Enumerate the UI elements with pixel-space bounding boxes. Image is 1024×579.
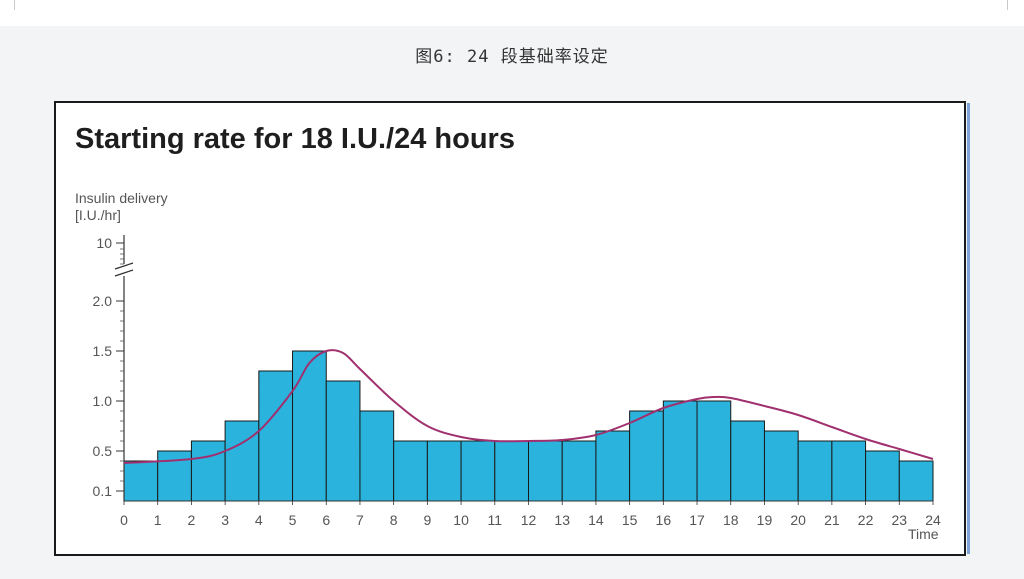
- x-tick-label-2: 2: [188, 512, 196, 528]
- x-tick-label-8: 8: [390, 512, 398, 528]
- bar-hour-0: [123, 460, 159, 502]
- x-tick-label-3: 3: [221, 512, 229, 528]
- x-tick-label-7: 7: [356, 512, 364, 528]
- bar-hour-16: [662, 400, 698, 502]
- bar-hour-3: [224, 420, 260, 502]
- x-tick-label-4: 4: [255, 512, 263, 528]
- basal-curve-line: [123, 349, 934, 464]
- chart-frame: Starting rate for 18 I.U./24 hours Insul…: [54, 101, 970, 556]
- bar-hour-10: [460, 440, 496, 502]
- bar-hour-14: [595, 430, 631, 502]
- bar-hour-18: [730, 420, 765, 502]
- bar-hour-21: [831, 440, 867, 502]
- y-tick-label-2.0: 2.0: [93, 293, 113, 309]
- x-tick-label-24: 24: [925, 512, 941, 528]
- x-tick-label-9: 9: [423, 512, 431, 528]
- x-tick-label-12: 12: [521, 512, 537, 528]
- bar-hour-4: [258, 370, 294, 502]
- bar-hour-5: [292, 350, 327, 502]
- x-tick-label-19: 19: [757, 512, 773, 528]
- y-axis-break-mark-2: [114, 269, 134, 277]
- basal-rate-chart: Starting rate for 18 I.U./24 hours Insul…: [75, 123, 941, 542]
- bar-hour-20: [797, 440, 833, 502]
- y-tick-label-0.1: 0.1: [93, 483, 113, 499]
- x-tick-label-20: 20: [790, 512, 806, 528]
- x-tick-label-13: 13: [554, 512, 570, 528]
- x-tick-label-5: 5: [289, 512, 297, 528]
- top-strip: [0, 0, 1024, 26]
- page-corner-mark-right: [1007, 0, 1008, 10]
- y-tick-label-1.0: 1.0: [93, 393, 113, 409]
- page-corner-mark-left: [14, 0, 15, 10]
- x-tick-label-6: 6: [322, 512, 330, 528]
- bar-hour-2: [190, 440, 226, 502]
- x-tick-label-0: 0: [120, 512, 128, 528]
- bar-hour-19: [763, 430, 799, 502]
- x-tick-label-18: 18: [723, 512, 739, 528]
- bar-hour-11: [494, 440, 529, 502]
- chart-title: Starting rate for 18 I.U./24 hours: [75, 123, 515, 155]
- x-tick-label-17: 17: [689, 512, 705, 528]
- y-axis-label-line1: Insulin delivery: [75, 190, 168, 206]
- y-tick-label-10: 10: [96, 235, 112, 251]
- y-tick-label-1.5: 1.5: [93, 343, 113, 359]
- x-axis-label: Time: [908, 526, 939, 542]
- x-tick-label-14: 14: [588, 512, 604, 528]
- bar-hour-23: [898, 460, 934, 502]
- bar-hour-6: [325, 380, 361, 502]
- x-tick-label-21: 21: [824, 512, 840, 528]
- bars-layer: [123, 350, 934, 502]
- x-tick-label-22: 22: [858, 512, 874, 528]
- figure-caption: 图6: 24 段基础率设定: [415, 47, 609, 67]
- chart-frame-edge: [967, 103, 970, 554]
- bar-hour-22: [865, 450, 900, 502]
- bar-hour-17: [696, 400, 732, 502]
- bar-hour-15: [629, 410, 664, 502]
- x-tick-label-1: 1: [154, 512, 162, 528]
- y-tick-label-0.5: 0.5: [93, 443, 113, 459]
- x-tick-label-16: 16: [656, 512, 672, 528]
- x-tick-label-15: 15: [622, 512, 638, 528]
- bar-hour-7: [359, 410, 395, 502]
- bar-hour-8: [393, 440, 428, 502]
- x-tick-label-23: 23: [892, 512, 908, 528]
- x-tick-label-11: 11: [488, 512, 503, 528]
- bar-hour-13: [561, 440, 597, 502]
- y-axis-break-mark-1: [114, 262, 134, 270]
- x-tick-label-10: 10: [453, 512, 469, 528]
- y-axis-label-line2: [I.U./hr]: [75, 207, 121, 223]
- bar-hour-1: [157, 450, 192, 502]
- bar-hour-12: [528, 440, 563, 502]
- bar-hour-9: [426, 440, 462, 502]
